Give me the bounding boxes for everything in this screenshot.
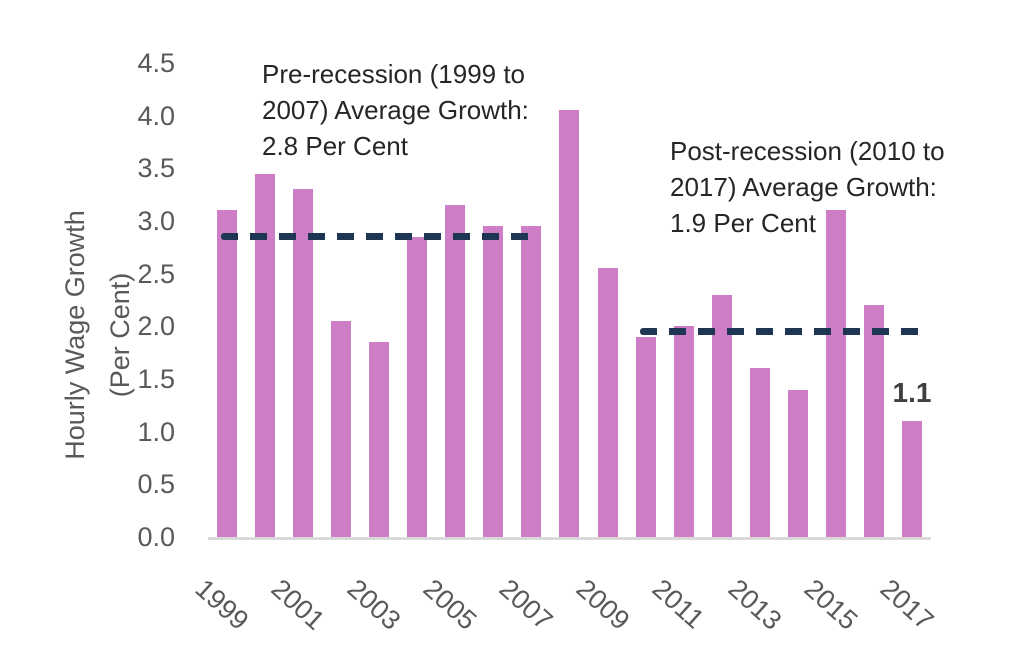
bar-2010 <box>635 336 656 537</box>
post-recession-annotation-line3: 1.9 Per Cent <box>670 208 816 238</box>
x-tick-label-2017: 2017 <box>874 573 940 636</box>
bar-2009 <box>597 268 618 537</box>
y-tick-label-3.0: 3.0 <box>137 206 175 236</box>
y-tick-label-4.0: 4.0 <box>137 100 175 131</box>
x-tick-label-2009: 2009 <box>570 573 635 636</box>
bar-2012 <box>711 294 732 537</box>
bar-2008 <box>559 110 580 537</box>
x-tick-label-2015: 2015 <box>798 573 864 636</box>
x-tick-label-1999: 1999 <box>189 573 255 636</box>
bar-2003 <box>369 342 390 537</box>
bar-2017 <box>901 421 922 537</box>
y-tick-label-0.5: 0.5 <box>137 469 175 500</box>
pre-recession-annotation-line1: Pre-recession (1999 to <box>262 59 526 89</box>
x-tick-label-2001: 2001 <box>265 573 331 636</box>
y-tick-label-3.5: 3.5 <box>137 153 175 184</box>
bar-2005 <box>445 205 466 537</box>
bar-2014 <box>787 389 808 537</box>
y-tick-label-1.5: 1.5 <box>137 364 175 394</box>
bar-2004 <box>407 236 428 537</box>
x-tick-label-2003: 2003 <box>341 573 407 636</box>
x-tick-label-2007: 2007 <box>493 573 559 636</box>
post-recession-average-line <box>639 328 921 336</box>
bar-1999 <box>217 210 237 537</box>
bar-2011 <box>673 326 694 537</box>
bar-2016 <box>863 305 884 537</box>
x-tick-label-2005: 2005 <box>417 573 483 636</box>
y-tick-label-2.0: 2.0 <box>137 311 175 342</box>
bar-2002 <box>331 321 352 537</box>
post-recession-annotation-line2: 2017) Average Growth: <box>670 172 937 202</box>
pre-recession-annotation-line3: 2.8 Per Cent <box>262 131 408 161</box>
bar-2015 <box>825 210 846 537</box>
bar-value-label-2017: 1.1 <box>892 377 932 408</box>
post-recession-annotation: Post-recession (2010 to 2017) Average Gr… <box>670 133 945 241</box>
bar-2013 <box>749 368 770 537</box>
y-tick-label-4.5: 4.5 <box>137 48 175 78</box>
y-tick-label-0.0: 0.0 <box>137 522 175 552</box>
pre-recession-annotation: Pre-recession (1999 to 2007) Average Gro… <box>262 56 529 164</box>
x-tick-label-2011: 2011 <box>646 573 710 635</box>
bar-2006 <box>483 226 504 537</box>
y-tick-label-1.0: 1.0 <box>137 416 175 447</box>
bar-2001 <box>293 189 314 537</box>
bar-2000 <box>255 173 276 537</box>
y-tick-label-2.5: 2.5 <box>137 258 175 289</box>
post-recession-annotation-line1: Post-recession (2010 to <box>670 136 945 166</box>
bar-2007 <box>521 226 542 537</box>
x-tick-label-2013: 2013 <box>722 573 788 636</box>
pre-recession-annotation-line2: 2007) Average Growth: <box>262 95 529 125</box>
y-axis-title-line1: Hourly Wage Growth <box>60 210 90 460</box>
pre-recession-average-line <box>221 233 541 241</box>
x-axis-line <box>208 537 931 540</box>
